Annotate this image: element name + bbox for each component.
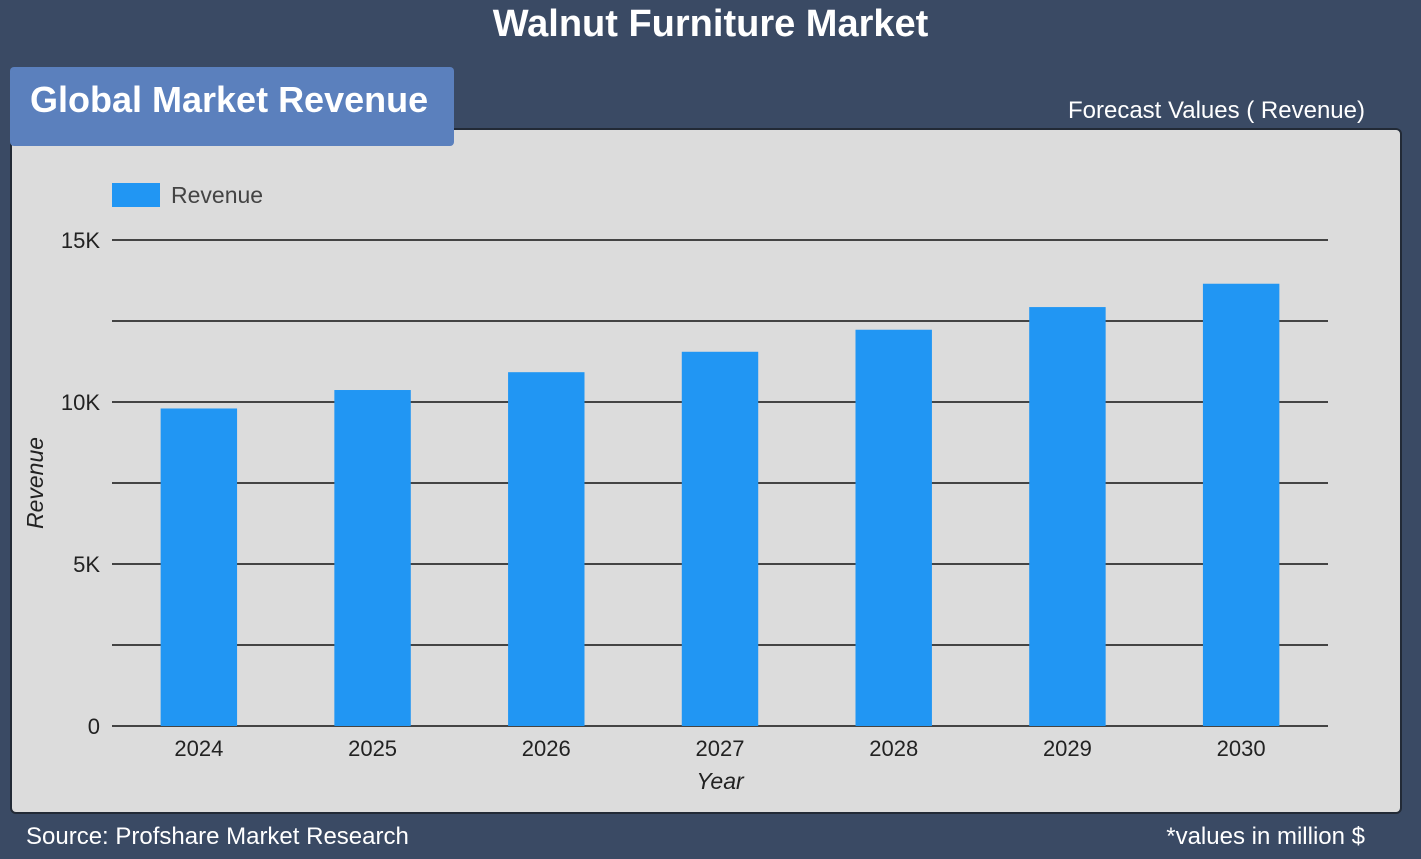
legend-label-revenue: Revenue	[171, 182, 263, 208]
legend-swatch-revenue	[112, 183, 160, 207]
x-tick-label: 2028	[869, 736, 918, 761]
gridlines	[112, 239, 1328, 727]
x-tick-label: 2029	[1043, 736, 1092, 761]
y-tick-label: 10K	[61, 390, 100, 415]
forecast-label: Forecast Values ( Revenue)	[1067, 97, 1365, 124]
bar-2026	[508, 372, 585, 726]
x-tick-label: 2024	[174, 736, 223, 761]
x-tick-label: 2025	[348, 736, 397, 761]
bar-2029	[1029, 307, 1106, 726]
units-note: *values in million $	[1166, 823, 1365, 850]
page-title: Walnut Furniture Market	[492, 3, 929, 45]
bar-2028	[855, 329, 932, 726]
x-tick-label: 2027	[696, 736, 745, 761]
x-axis-title: Year	[696, 768, 745, 794]
legend: Revenue	[112, 182, 263, 208]
y-tick-labels: 0 5K 10K 15K	[61, 228, 100, 739]
y-tick-label: 0	[88, 714, 100, 739]
bar-2025	[334, 390, 411, 726]
y-tick-label: 5K	[73, 552, 100, 577]
source-note: Source: Profshare Market Research	[26, 823, 409, 850]
bar-2027	[681, 351, 759, 726]
section-label: Global Market Revenue	[10, 67, 454, 146]
y-axis-title: Revenue	[22, 437, 48, 529]
bars	[160, 283, 1280, 726]
x-tick-label: 2030	[1217, 736, 1266, 761]
y-tick-label: 15K	[61, 228, 100, 253]
bar-2030	[1202, 283, 1280, 726]
x-tick-labels: 2024 2025 2026 2027 2028 2029 2030	[174, 736, 1265, 761]
bar-2024	[160, 408, 238, 726]
x-tick-label: 2026	[522, 736, 571, 761]
